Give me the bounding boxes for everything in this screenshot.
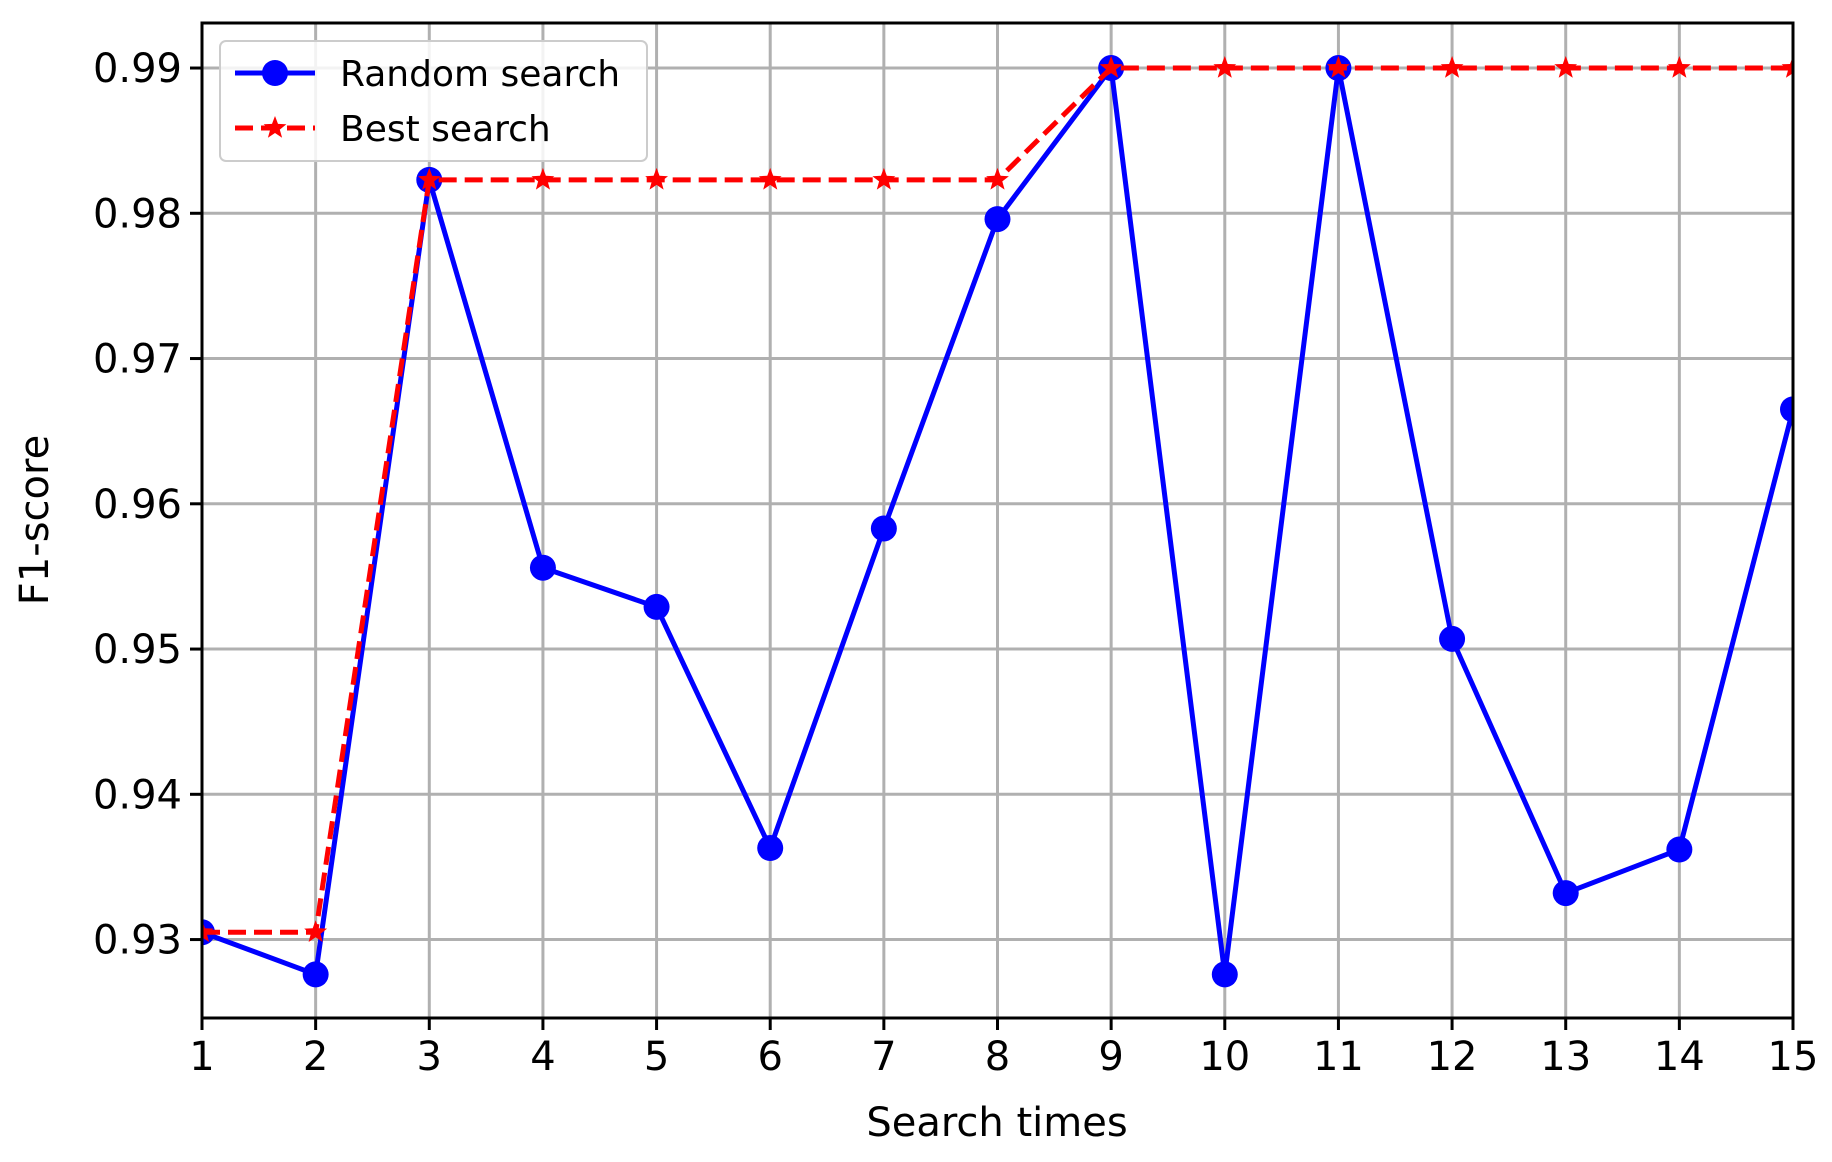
data-point bbox=[1439, 625, 1466, 652]
x-tick-label: 8 bbox=[985, 1034, 1010, 1080]
y-tick-label: 0.97 bbox=[93, 337, 182, 383]
data-point bbox=[984, 206, 1011, 233]
y-tick-label: 0.95 bbox=[93, 627, 182, 673]
x-tick-label: 1 bbox=[189, 1034, 214, 1080]
legend-marker bbox=[262, 60, 288, 86]
x-tick-label: 7 bbox=[871, 1034, 896, 1080]
x-tick-label: 15 bbox=[1768, 1034, 1819, 1080]
y-axis-label: F1-score bbox=[12, 435, 58, 605]
data-point bbox=[529, 554, 556, 581]
data-point-star bbox=[531, 167, 555, 190]
data-point bbox=[643, 593, 670, 620]
x-tick-label: 2 bbox=[303, 1034, 328, 1080]
data-point-star bbox=[1781, 56, 1793, 78]
y-tick-label: 0.94 bbox=[93, 772, 182, 818]
data-point bbox=[1666, 836, 1693, 863]
y-tick-label: 0.96 bbox=[93, 482, 182, 528]
x-tick-label: 4 bbox=[530, 1034, 555, 1080]
legend: Random search Best search bbox=[219, 40, 648, 162]
x-tick-label: 14 bbox=[1654, 1034, 1705, 1080]
x-tick-label: 5 bbox=[644, 1034, 669, 1080]
legend-label: Random search bbox=[340, 54, 620, 95]
x-tick-label: 10 bbox=[1199, 1034, 1250, 1080]
data-point bbox=[870, 515, 897, 542]
data-point-star bbox=[1213, 56, 1237, 78]
x-axis-label: Search times bbox=[866, 1100, 1127, 1146]
x-tick-label: 13 bbox=[1540, 1034, 1591, 1080]
x-tick-label: 11 bbox=[1313, 1034, 1364, 1080]
data-point-star bbox=[758, 167, 782, 190]
data-point-star bbox=[645, 167, 668, 190]
x-tick-label: 9 bbox=[1098, 1034, 1123, 1080]
x-tick-label: 3 bbox=[417, 1034, 442, 1080]
x-tick-label: 12 bbox=[1427, 1034, 1478, 1080]
data-point bbox=[1211, 961, 1238, 988]
legend-marker-star bbox=[263, 116, 287, 138]
data-point-star bbox=[1440, 56, 1464, 78]
data-point-star bbox=[1327, 56, 1350, 78]
data-point bbox=[1552, 880, 1579, 907]
y-tick-label: 0.93 bbox=[93, 918, 182, 964]
series-layer bbox=[202, 55, 1793, 988]
data-point-star bbox=[1099, 56, 1123, 78]
data-point bbox=[1780, 396, 1793, 423]
legend-label: Best search bbox=[340, 109, 551, 150]
data-point-star bbox=[304, 920, 328, 942]
data-point-star bbox=[986, 167, 1009, 190]
ticks: 1 2 3 4 5 6 7 8 9 10 11 12 13 14 150.930.940.950.960.9… bbox=[93, 46, 1819, 1080]
data-point-star bbox=[1554, 56, 1578, 78]
data-point bbox=[757, 835, 784, 862]
data-point-star bbox=[872, 167, 896, 190]
data-point-star bbox=[202, 920, 214, 942]
data-point-star bbox=[417, 167, 441, 190]
data-point bbox=[302, 961, 329, 988]
y-tick-label: 0.98 bbox=[93, 191, 182, 237]
y-tick-label: 0.99 bbox=[93, 46, 182, 92]
series-group bbox=[202, 55, 1793, 988]
legend-box bbox=[219, 40, 648, 162]
x-tick-label: 6 bbox=[757, 1034, 782, 1080]
data-point-star bbox=[1667, 56, 1691, 78]
